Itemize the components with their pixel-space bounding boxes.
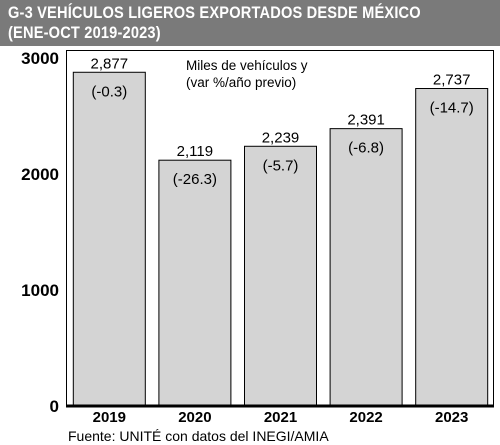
variation-label-2023: (-14.7) (430, 100, 474, 117)
variation-label-2021: (-5.7) (263, 157, 299, 174)
x-tick-label-2019: 2019 (93, 409, 126, 426)
x-tick-label-2020: 2020 (178, 409, 211, 426)
bar-2022 (329, 128, 403, 407)
variation-label-2022: (-6.8) (348, 140, 384, 157)
chart-subtitle: (ENE-OCT 2019-2023) (8, 23, 161, 42)
x-tick-label-2023: 2023 (435, 409, 468, 426)
variation-label-2019: (-0.3) (91, 83, 127, 100)
value-label-2021: 2,239 (262, 129, 300, 146)
x-tick-label-2022: 2022 (349, 409, 382, 426)
variation-label-2020: (-26.3) (173, 171, 217, 188)
source-note: Fuente: UNITÉ con datos del INEGI/AMIA (68, 428, 329, 444)
plot-frame (66, 50, 494, 406)
title-banner: G-3 VEHÍCULOS LIGEROS EXPORTADOS DESDE M… (0, 0, 500, 46)
bar-2020 (158, 159, 232, 407)
y-tick-label-3: 3000 (21, 49, 59, 68)
bar-2021 (244, 145, 317, 407)
y-tick-label-0: 0 (50, 397, 59, 416)
x-tick-label-2021: 2021 (264, 409, 297, 426)
annotation-line-2: (var %/año previo) (186, 75, 296, 90)
value-label-2023: 2,737 (433, 72, 471, 89)
bar-2023 (415, 88, 489, 407)
value-label-2019: 2,877 (91, 55, 129, 72)
y-tick-label-2: 2000 (21, 165, 59, 184)
value-label-2022: 2,391 (347, 112, 385, 129)
bar-2019 (72, 71, 146, 407)
chart-title: G-3 VEHÍCULOS LIGEROS EXPORTADOS DESDE M… (8, 3, 421, 22)
annotation-line-1: Miles de vehículos y (186, 58, 308, 73)
value-label-2020: 2,119 (177, 143, 213, 160)
y-tick-label-1: 1000 (21, 281, 59, 300)
